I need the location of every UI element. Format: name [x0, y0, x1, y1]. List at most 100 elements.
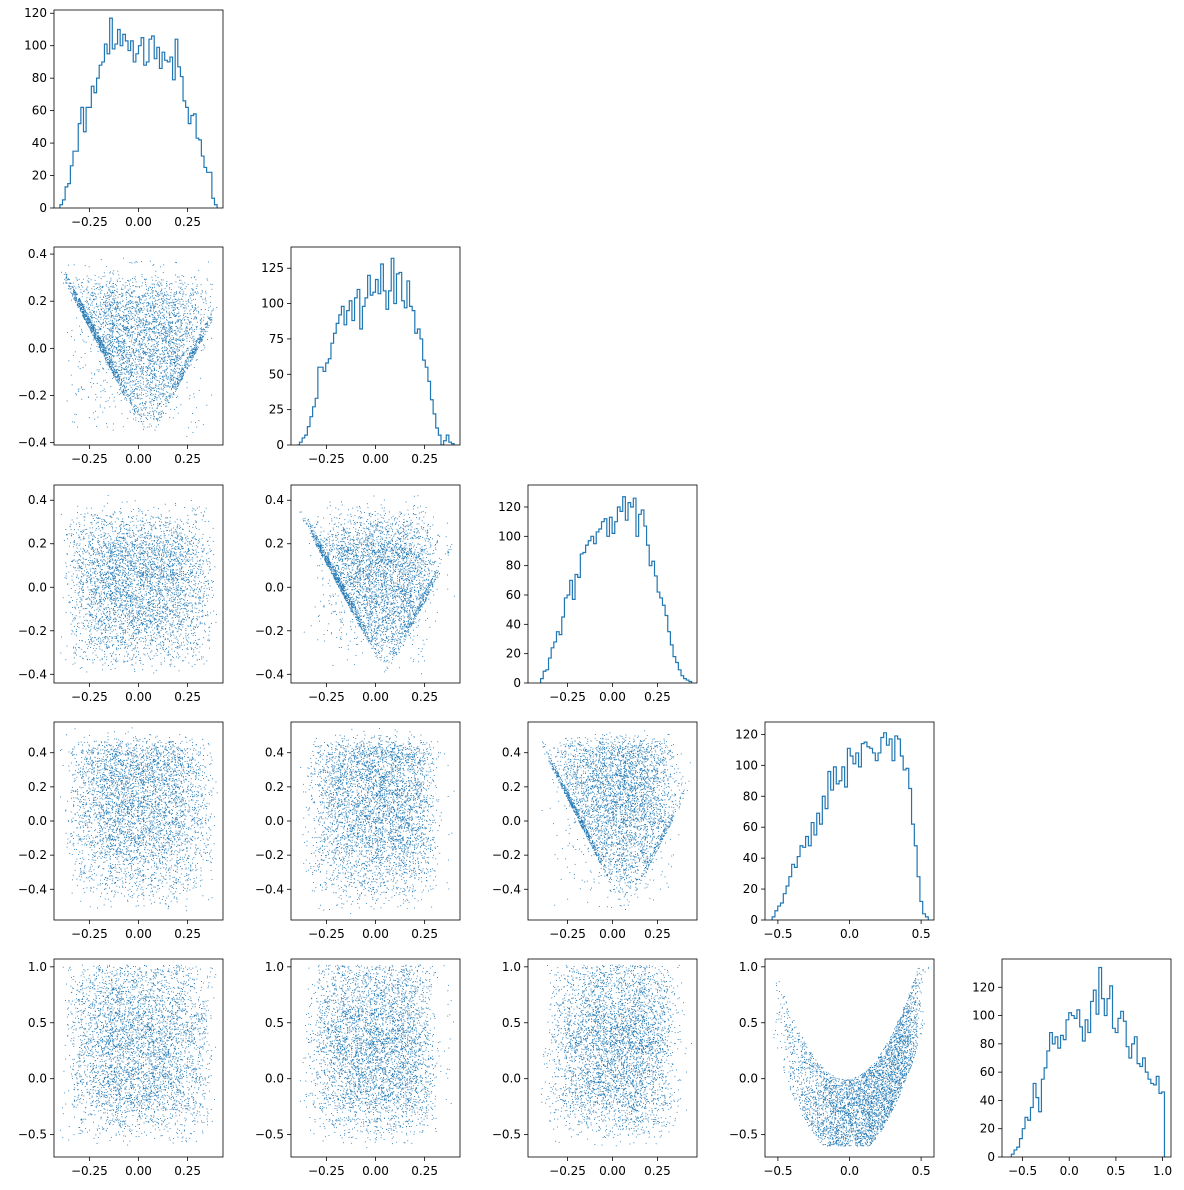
scatter-point — [108, 359, 110, 361]
scatter-point — [67, 278, 69, 280]
scatter-point — [110, 358, 112, 360]
scatter-point — [112, 305, 113, 307]
scatter-point — [129, 335, 131, 337]
scatter-point — [166, 615, 168, 617]
scatter-point — [101, 343, 103, 345]
scatter-point — [86, 314, 88, 316]
scatter-point — [81, 311, 83, 312]
scatter-point — [142, 309, 144, 311]
scatter-point — [135, 638, 136, 640]
scatter-point — [120, 571, 122, 573]
scatter-point — [182, 338, 184, 339]
scatter-point — [114, 308, 116, 310]
scatter-point — [164, 362, 166, 364]
scatter-point — [139, 302, 141, 303]
scatter-point — [213, 594, 214, 596]
scatter-point — [164, 399, 166, 401]
scatter-point — [125, 342, 127, 344]
scatter-point — [99, 321, 100, 323]
scatter-point — [111, 323, 113, 324]
scatter-point — [154, 370, 155, 371]
scatter-point — [198, 597, 199, 599]
scatter-point — [185, 605, 187, 607]
scatter-point — [128, 322, 129, 324]
scatter-point — [157, 585, 159, 587]
scatter-point — [110, 295, 112, 297]
scatter-point — [147, 582, 148, 584]
scatter-point — [98, 316, 100, 318]
scatter-point — [129, 354, 131, 356]
scatter-point — [82, 311, 83, 313]
scatter-point — [96, 337, 98, 339]
scatter-point — [107, 358, 109, 360]
scatter-point — [110, 304, 112, 306]
scatter-point — [162, 381, 163, 383]
scatter-point — [77, 426, 78, 428]
scatter-point — [112, 285, 114, 287]
scatter-point — [180, 306, 182, 308]
scatter-point — [148, 287, 149, 289]
scatter-point — [103, 354, 105, 356]
scatter-point — [110, 354, 112, 356]
scatter-point — [175, 388, 177, 390]
scatter-point — [150, 381, 151, 383]
scatter-point — [169, 356, 170, 358]
scatter-point — [161, 298, 162, 300]
x-tick-label: −0.25 — [71, 452, 108, 466]
scatter-point — [169, 327, 171, 329]
scatter-point — [144, 352, 146, 354]
scatter-point — [93, 412, 94, 414]
scatter-point — [145, 329, 147, 331]
scatter-point — [171, 322, 173, 324]
scatter-point — [135, 405, 137, 407]
scatter-point — [121, 367, 123, 369]
scatter-point — [153, 415, 155, 417]
scatter-point — [166, 291, 168, 293]
scatter-point — [164, 347, 166, 349]
scatter-point — [121, 306, 122, 308]
scatter-point — [79, 298, 81, 300]
scatter-point — [153, 418, 155, 419]
scatter-point — [121, 385, 123, 387]
scatter-point — [100, 328, 102, 330]
scatter-point — [118, 379, 120, 380]
scatter-point — [86, 299, 88, 301]
scatter-point — [102, 304, 104, 306]
scatter-point — [138, 317, 140, 318]
scatter-point — [192, 288, 194, 290]
scatter-point — [171, 378, 172, 380]
scatter-point — [175, 555, 177, 557]
scatter-point — [164, 350, 165, 352]
scatter-point — [163, 314, 165, 316]
scatter-point — [116, 305, 118, 307]
scatter-point — [182, 372, 183, 374]
scatter-point — [73, 291, 75, 293]
scatter-point — [130, 399, 132, 401]
scatter-point — [123, 372, 125, 374]
scatter-point — [160, 327, 162, 328]
scatter-point — [167, 363, 168, 364]
scatter-point — [96, 321, 97, 323]
scatter-point — [86, 317, 88, 319]
scatter-point — [175, 386, 177, 388]
scatter-point — [94, 312, 95, 314]
scatter-point — [154, 352, 156, 354]
scatter-point — [132, 390, 134, 392]
scatter-point — [199, 598, 201, 600]
scatter-point — [131, 362, 133, 364]
scatter-point — [200, 314, 202, 316]
scatter-point — [112, 273, 114, 275]
scatter-point — [137, 328, 139, 330]
scatter-point — [106, 341, 108, 343]
scatter-point — [94, 275, 96, 276]
scatter-point — [76, 547, 78, 549]
scatter-point — [99, 554, 101, 556]
scatter-point — [166, 336, 168, 337]
scatter-point — [170, 362, 172, 364]
scatter-point — [179, 358, 181, 360]
scatter-point — [152, 585, 154, 587]
scatter-point — [180, 335, 181, 337]
scatter-point — [167, 392, 169, 393]
scatter-point — [183, 637, 184, 639]
scatter-point — [152, 370, 154, 372]
